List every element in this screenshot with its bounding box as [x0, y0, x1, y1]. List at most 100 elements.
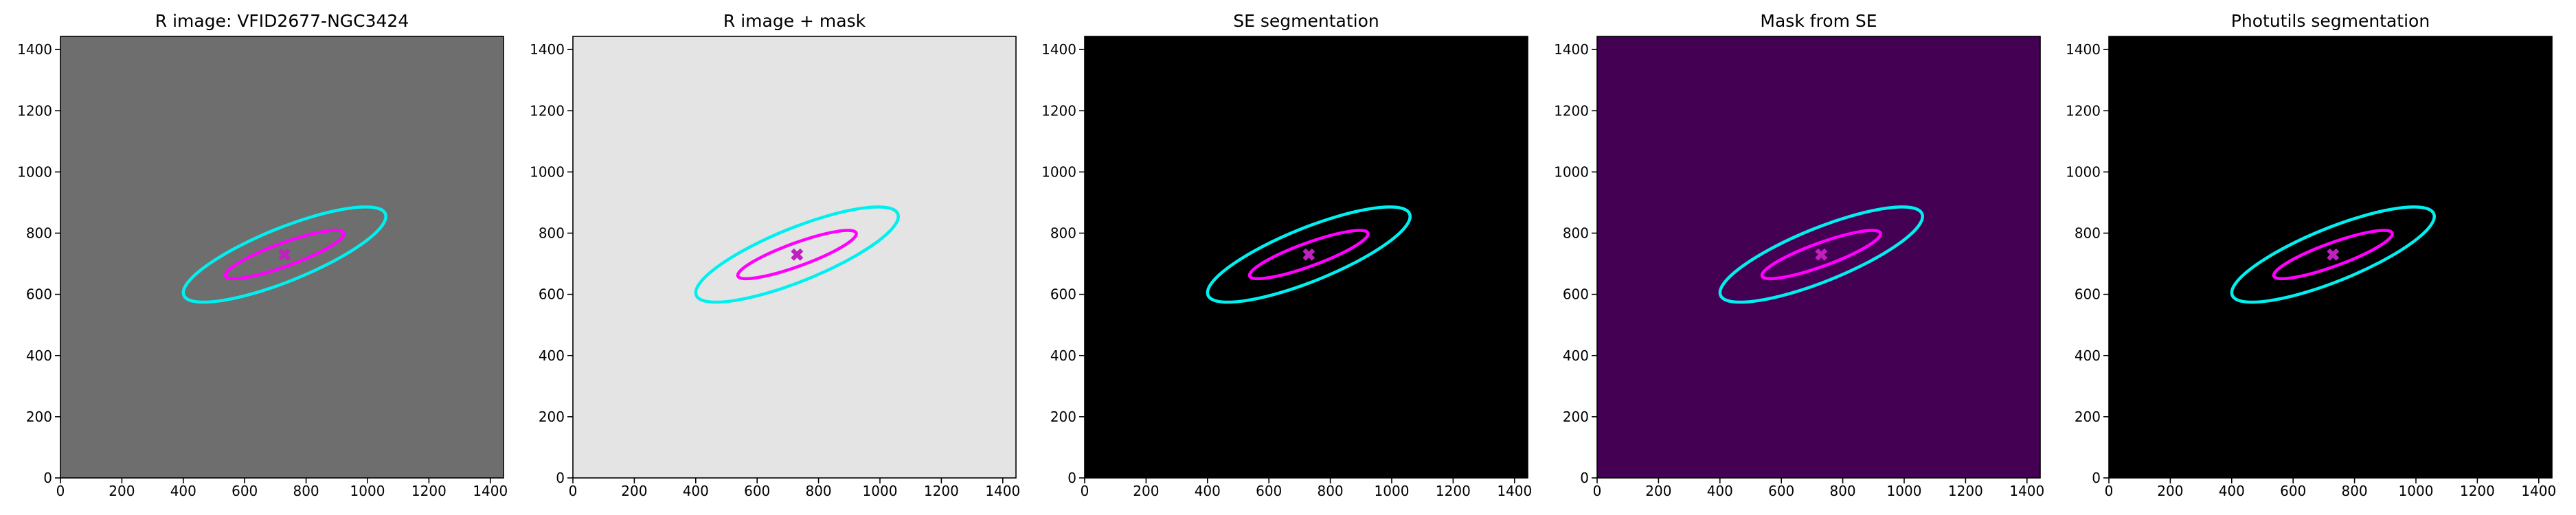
y-tick-label: 1400: [17, 41, 52, 58]
aperture-ellipse: [2230, 205, 2436, 304]
center-marker: [1302, 248, 1315, 261]
x-tick-label: 600: [2280, 483, 2306, 499]
y-tick-label: 1200: [2066, 102, 2101, 119]
y-tick-label: 400: [1050, 347, 1076, 364]
x-tick-label: 200: [1133, 483, 1159, 499]
x-tick-label: 1200: [2460, 483, 2495, 499]
center-marker: [1815, 248, 1828, 261]
y-tick-label: 200: [2075, 409, 2101, 425]
y-tick-label: 0: [556, 470, 565, 486]
panel-title: Mask from SE: [1760, 11, 1877, 31]
panel: 0 200 400 600 800 1000 1200 1400 0 200 400 600 800 10…: [17, 11, 508, 499]
aperture-ellipse: [694, 205, 900, 304]
x-tick-label: 1200: [1436, 483, 1471, 499]
x-tick-label: 600: [744, 483, 770, 499]
y-tick-label: 600: [539, 286, 565, 303]
y-tick-label: 800: [2075, 225, 2101, 242]
y-tick-label: 1200: [530, 102, 565, 119]
overlay: [2230, 205, 2436, 304]
y-tick-label: 200: [1563, 409, 1589, 425]
y-tick-label: 0: [2092, 470, 2101, 486]
x-tick-label: 0: [569, 483, 578, 499]
overlay: [1206, 205, 1412, 304]
x-tick-label: 1400: [2521, 483, 2556, 499]
x-tick-label: 1000: [1887, 483, 1922, 499]
aperture-ellipse: [1718, 205, 1924, 304]
x-tick-label: 400: [1195, 483, 1221, 499]
x-tick-label: 1000: [2399, 483, 2434, 499]
y-tick-label: 400: [1563, 347, 1589, 364]
y-tick-label: 1000: [2066, 163, 2101, 180]
aperture-ellipse: [223, 229, 346, 281]
x-tick-label: 200: [109, 483, 135, 499]
panel-title: Photutils segmentation: [2231, 11, 2430, 31]
axes-frame: [60, 36, 504, 479]
panel-title: SE segmentation: [1233, 11, 1379, 31]
aperture-ellipse: [1247, 229, 1370, 281]
x-tick-label: 1000: [1375, 483, 1410, 499]
aperture-ellipse: [2272, 229, 2394, 281]
y-tick-label: 0: [1067, 470, 1076, 486]
aperture-ellipse: [736, 229, 858, 281]
panel: 0 200 400 600 800 1000 1200 1400 0 200 400 600 800 10…: [1041, 11, 1532, 499]
aperture-ellipse: [181, 205, 387, 304]
x-tick-label: 400: [683, 483, 709, 499]
x-tick-label: 400: [170, 483, 196, 499]
y-tick-label: 800: [1050, 225, 1076, 242]
y-tick-label: 1000: [530, 163, 565, 180]
y-tick-label: 1400: [1041, 41, 1076, 58]
x-tick-label: 1200: [1948, 483, 1983, 499]
axes-frame: [572, 36, 1017, 479]
overlay: [694, 205, 900, 304]
y-tick-label: 200: [26, 409, 52, 425]
overlay: [1718, 205, 1924, 304]
y-tick-label: 1000: [17, 163, 52, 180]
y-tick-label: 600: [26, 286, 52, 303]
axes-frame: [2108, 36, 2553, 479]
x-tick-label: 0: [1593, 483, 1602, 499]
x-tick-label: 1400: [1497, 483, 1532, 499]
y-tick-label: 1200: [1554, 102, 1589, 119]
panel: 0 200 400 600 800 1000 1200 1400 0 200 400 600 800 10…: [1554, 11, 2044, 499]
aperture-ellipse: [1760, 229, 1882, 281]
x-tick-label: 0: [1081, 483, 1089, 499]
x-tick-label: 200: [621, 483, 647, 499]
x-tick-label: 800: [293, 483, 319, 499]
axes-frame: [1084, 36, 1528, 479]
panel: 0 200 400 600 800 1000 1200 1400 0 200 400 600 800 10…: [2066, 11, 2556, 499]
panel-title: R image: VFID2677-NGC3424: [155, 11, 409, 31]
x-tick-label: 1200: [924, 483, 959, 499]
y-tick-label: 0: [1580, 470, 1589, 486]
aperture-ellipse: [1206, 205, 1412, 304]
x-tick-label: 1400: [985, 483, 1020, 499]
x-tick-label: 0: [56, 483, 65, 499]
y-tick-label: 400: [2075, 347, 2101, 364]
y-tick-label: 1000: [1554, 163, 1589, 180]
panel-title: R image + mask: [723, 11, 866, 31]
x-tick-label: 600: [1768, 483, 1794, 499]
x-tick-label: 0: [2105, 483, 2114, 499]
y-tick-label: 200: [539, 409, 565, 425]
x-tick-label: 200: [2157, 483, 2183, 499]
y-tick-label: 1200: [1041, 102, 1076, 119]
y-tick-label: 600: [2075, 286, 2101, 303]
y-tick-label: 0: [43, 470, 52, 486]
x-tick-label: 1000: [350, 483, 385, 499]
x-tick-label: 800: [1829, 483, 1855, 499]
center-marker: [791, 248, 804, 261]
x-tick-label: 800: [1317, 483, 1343, 499]
center-marker: [2327, 248, 2340, 261]
y-tick-label: 200: [1050, 409, 1076, 425]
x-tick-label: 1400: [473, 483, 508, 499]
x-tick-label: 600: [231, 483, 258, 499]
y-tick-label: 800: [26, 225, 52, 242]
y-tick-label: 600: [1563, 286, 1589, 303]
x-tick-label: 1000: [863, 483, 898, 499]
y-tick-label: 600: [1050, 286, 1076, 303]
axes-frame: [1596, 36, 2041, 479]
x-tick-label: 200: [1645, 483, 1671, 499]
center-marker: [278, 248, 291, 261]
x-tick-label: 800: [2341, 483, 2367, 499]
y-tick-label: 1400: [2066, 41, 2101, 58]
